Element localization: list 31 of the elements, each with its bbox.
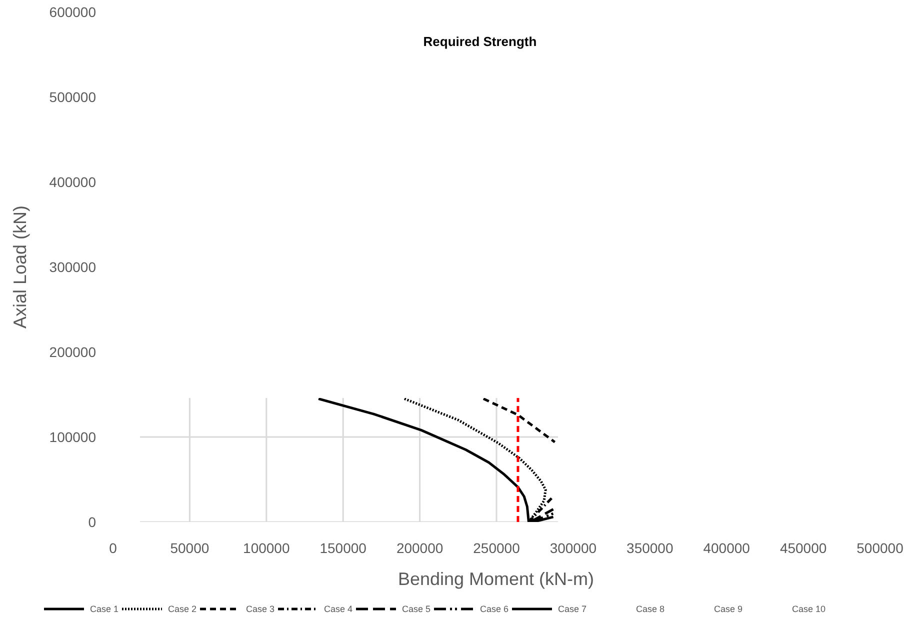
x-tick-label: 0 — [109, 540, 118, 556]
text: Case 8 — [636, 604, 665, 614]
x-tick-label: 350000 — [626, 540, 674, 556]
legend-label: Case 7 — [558, 604, 587, 614]
y-tick-label: 0 — [88, 514, 96, 530]
y-tick-label: 300000 — [49, 259, 96, 275]
y-tick-label: 500000 — [49, 89, 96, 105]
text: Required Strength — [423, 34, 537, 49]
x-tick-label: 50000 — [170, 540, 210, 556]
x-tick-label: 300000 — [550, 540, 597, 556]
x-axis-title: Bending Moment (kN-m) — [398, 569, 594, 589]
legend-label: Case 3 — [246, 604, 275, 614]
legend-label: Case 1 — [90, 604, 119, 614]
x-tick-label: 400000 — [703, 540, 750, 556]
y-tick-label: 100000 — [49, 429, 96, 445]
text: Case 9 — [714, 604, 743, 614]
x-tick-label: 150000 — [320, 540, 367, 556]
y-axis-title: Axial Load (kN) — [10, 205, 30, 329]
y-tick-label: 400000 — [49, 174, 96, 190]
x-tick-label: 450000 — [780, 540, 827, 556]
x-tick-label: 100000 — [243, 540, 290, 556]
x-tick-label: 200000 — [396, 540, 444, 556]
text: Case 10 — [792, 604, 826, 614]
legend-label: Case 4 — [324, 604, 353, 614]
x-tick-label: 250000 — [473, 540, 520, 556]
legend-label: Case 2 — [168, 604, 197, 614]
x-tick-label: 500000 — [856, 540, 904, 556]
legend-label: Case 6 — [480, 604, 509, 614]
legend-label: Case 5 — [402, 604, 431, 614]
y-tick-label: 600000 — [49, 4, 96, 20]
y-tick-label: 200000 — [49, 344, 96, 360]
